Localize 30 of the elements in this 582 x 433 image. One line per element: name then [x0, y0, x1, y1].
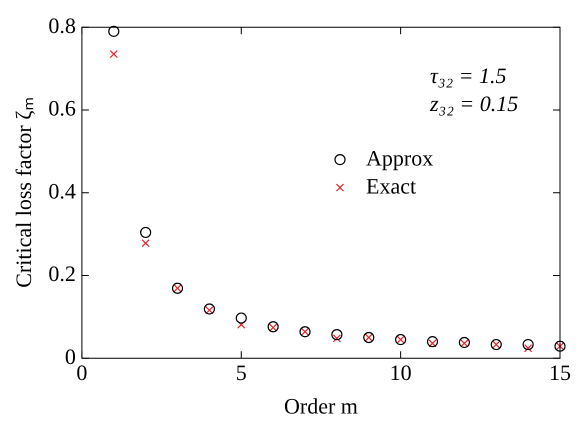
point [236, 312, 247, 324]
point [205, 306, 214, 314]
point [426, 336, 438, 348]
point [142, 239, 150, 248]
y-tick-label: 0.2 [48, 261, 76, 286]
point [331, 329, 342, 340]
point [458, 336, 470, 348]
point [332, 334, 342, 342]
legend-label: Exact [366, 173, 416, 198]
x-tick-label: 5 [236, 360, 247, 386]
x-tick-label: 15 [549, 360, 571, 386]
x-axis-title: Order m [284, 394, 358, 419]
point [460, 339, 469, 348]
y-tick-label: 0.8 [48, 12, 76, 38]
point [428, 339, 437, 348]
point [108, 26, 120, 37]
point [110, 50, 118, 58]
point [524, 344, 532, 352]
point [237, 320, 246, 329]
point [522, 338, 534, 350]
y-tick-label: 0.4 [48, 178, 76, 204]
y-axis-title: Critical loss factor ζₘ [10, 98, 36, 288]
x-tick-label: 10 [390, 360, 412, 386]
legend-label: Approx [366, 145, 434, 170]
y-tick-label: 0.6 [48, 96, 76, 121]
point [140, 226, 152, 238]
point [204, 303, 215, 315]
annotation: τ₃₂ = 1.5 [430, 62, 507, 88]
annotation: z₃₂ = 0.15 [429, 90, 518, 116]
y-tick-label: 0 [64, 344, 76, 369]
